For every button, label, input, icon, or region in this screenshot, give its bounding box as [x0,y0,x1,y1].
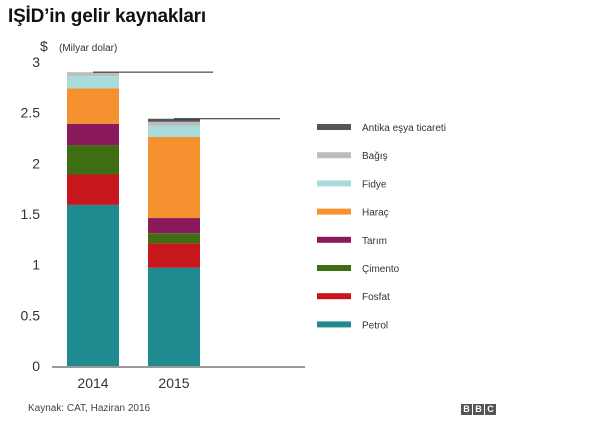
y-tick-label: 1 [32,257,40,273]
chart-title: IŞİD’in gelir kaynakları [8,6,206,27]
bbc-logo: B B C [461,404,496,415]
bar-segment [148,136,200,219]
y-axis-ticks: 0 0.5 1 1.5 2 2.5 3 [21,54,41,374]
bar-segment [67,76,119,89]
bar-segment [67,88,119,124]
bbc-logo-letter: B [461,404,472,415]
x-axis-labels: 2014 2015 [77,375,189,391]
legend-label: Tarım [362,236,387,247]
legend-swatch [317,208,351,215]
y-tick-label: 0.5 [21,307,41,323]
bar-segment [148,125,200,137]
x-tick-label: 2014 [77,375,108,391]
y-tick-label: 1.5 [21,206,41,222]
legend-swatch [317,152,351,159]
bar-segment [148,118,200,122]
bar-segment [67,204,119,366]
legend-swatch [317,293,351,300]
legend-swatch [317,180,351,187]
legend-label: Fosfat [362,292,390,303]
y-tick-label: 0 [32,358,40,374]
legend-swatch [317,124,351,130]
legend-label: Fidye [362,179,387,190]
bar-segment [67,145,119,175]
legend-label: Antika eşya ticareti [362,123,446,134]
bar-segment [67,123,119,146]
legend-label: Bağış [362,151,388,162]
y-tick-label: 3 [32,54,40,70]
bars [67,72,200,366]
bar-segment [67,72,119,77]
y-tick-label: 2 [32,155,40,171]
bbc-logo-letter: B [473,404,484,415]
bar-segment [148,121,200,126]
bar-segment [148,243,200,268]
legend: Antika eşya ticareti Bağış Fidye Haraç Tarım… [317,123,446,331]
legend-label: Haraç [362,208,389,219]
bar-segment [148,233,200,244]
legend-swatch [317,236,351,243]
bbc-logo-letter: C [485,404,496,415]
total-leader-lines [93,71,280,120]
bar-segment [148,218,200,234]
legend-swatch [317,265,351,271]
y-tick-label: 2.5 [21,105,41,121]
source-note: Kaynak: CAT, Haziran 2016 [28,403,151,414]
bar-segment [148,267,200,366]
x-tick-label: 2015 [158,375,189,391]
y-axis-label: $ [40,38,48,54]
legend-swatch [317,321,351,328]
y-axis-unit: (Milyar dolar) [59,43,117,54]
bar-segment [67,174,119,205]
legend-label: Çimento [362,264,400,275]
legend-label: Petrol [362,320,388,331]
